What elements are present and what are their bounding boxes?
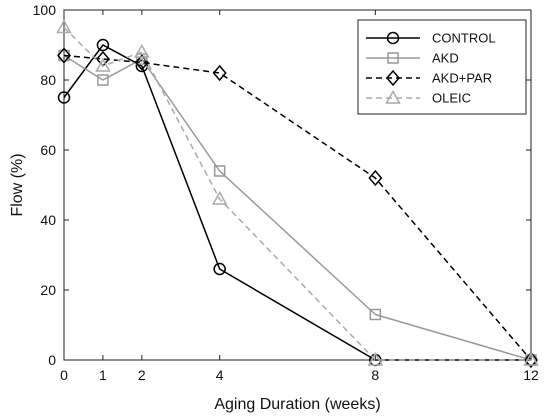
x-tick-label: 4	[216, 367, 224, 383]
series-line	[63, 26, 531, 361]
legend-marker-diamond	[386, 69, 400, 87]
legend-marker-circle	[386, 31, 400, 45]
legend-entry: AKD+PAR	[366, 69, 492, 87]
data-point-triangle	[211, 190, 228, 205]
data-point-triangle	[95, 57, 111, 72]
data-point-triangle	[523, 351, 539, 366]
data-point-triangle	[367, 351, 384, 366]
legend-entry: AKD	[366, 51, 459, 66]
y-tick-label: 0	[48, 352, 56, 368]
data-point-square	[97, 74, 109, 86]
y-tick-label: 40	[40, 212, 56, 228]
legend: CONTROL AKD AKD+PAR OLEIC	[357, 19, 527, 115]
legend-label: AKD+PAR	[432, 71, 492, 86]
series-line	[63, 54, 532, 361]
legend-label: OLEIC	[432, 91, 471, 106]
data-point-circle	[57, 91, 71, 104]
data-point-square	[213, 165, 226, 177]
data-point-square	[369, 308, 382, 321]
x-tick-label: 12	[523, 367, 539, 383]
series-layer	[56, 19, 539, 369]
legend-entry: CONTROL	[366, 31, 496, 46]
legend-label: CONTROL	[432, 31, 496, 46]
y-axis-label: Flow (%)	[9, 153, 26, 216]
y-tick-label: 80	[40, 72, 56, 88]
y-tick-label: 20	[40, 282, 56, 298]
y-tick-label: 60	[40, 142, 56, 158]
series-1	[58, 49, 537, 366]
data-point-circle	[213, 262, 226, 276]
x-tick-label: 2	[138, 367, 146, 383]
data-point-triangle	[56, 19, 72, 34]
x-tick-label: 0	[60, 367, 68, 383]
data-point-diamond	[57, 47, 71, 64]
y-axis-ticks: 0 20 40 60 80 100	[33, 2, 531, 368]
data-point-diamond	[368, 169, 383, 187]
y-tick-label: 100	[33, 2, 57, 18]
data-point-diamond	[212, 64, 227, 82]
data-point-circle	[96, 38, 110, 52]
legend-marker-square	[387, 52, 399, 64]
x-tick-label: 1	[99, 367, 107, 383]
x-axis-label: Aging Duration (weeks)	[214, 396, 380, 413]
series-3	[56, 19, 539, 366]
legend-label: AKD	[432, 51, 459, 66]
data-point-triangle	[134, 43, 150, 58]
legend-marker-triangle	[385, 89, 401, 104]
data-point-square	[136, 53, 148, 65]
data-point-diamond	[524, 351, 538, 369]
x-tick-label: 8	[371, 367, 379, 383]
legend-entry: OLEIC	[366, 89, 471, 106]
